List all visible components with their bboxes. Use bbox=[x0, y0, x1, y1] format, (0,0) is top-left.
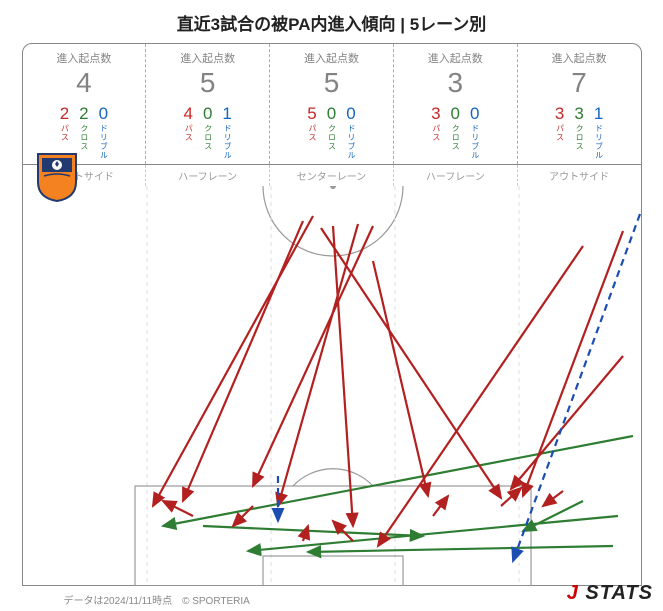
pass-count: 5 bbox=[307, 105, 316, 122]
logo-j: J bbox=[567, 582, 579, 604]
lane-header-label: 進入起点数 bbox=[518, 50, 641, 66]
pass-count: 3 bbox=[555, 105, 564, 122]
cross-label: クロス bbox=[451, 124, 459, 151]
lane-header-label: 進入起点数 bbox=[146, 50, 269, 66]
dribble-label: ドリブル bbox=[595, 124, 603, 160]
chart-title: 直近3試合の被PA内進入傾向 | 5レーン別 bbox=[22, 0, 642, 43]
dribble-count: 0 bbox=[346, 105, 355, 122]
pass-label: パス bbox=[556, 124, 564, 142]
dribble-count: 1 bbox=[222, 105, 231, 122]
lane-name: ハーフレーン bbox=[146, 165, 270, 186]
cross-label: クロス bbox=[80, 124, 88, 151]
cross-count: 0 bbox=[451, 105, 460, 122]
stats-logo: J STATS bbox=[567, 582, 653, 605]
lane-header-label: 進入起点数 bbox=[23, 50, 146, 66]
lane-breakdown: 3 パス 3 クロス 1 ドリブル bbox=[518, 105, 641, 160]
dribble-count: 0 bbox=[99, 105, 108, 122]
lane-names-row: アウトサイドハーフレーンセンターレーンハーフレーンアウトサイド bbox=[22, 165, 642, 186]
lane-total: 3 bbox=[394, 68, 517, 99]
dribble-count: 0 bbox=[470, 105, 479, 122]
footer-text: データは2024/11/11時点 © SPORTERIA bbox=[22, 586, 642, 607]
pass-label: パス bbox=[308, 124, 316, 142]
dribble-count: 1 bbox=[594, 105, 603, 122]
dribble-label: ドリブル bbox=[347, 124, 355, 160]
pass-label: パス bbox=[60, 124, 68, 142]
cross-label: クロス bbox=[204, 124, 212, 151]
cross-label: クロス bbox=[575, 124, 583, 151]
pitch-area bbox=[22, 186, 642, 586]
lane-summary: 進入起点数 7 3 パス 3 クロス 1 ドリブル bbox=[518, 44, 641, 164]
pass-count: 3 bbox=[431, 105, 440, 122]
cross-count: 0 bbox=[203, 105, 212, 122]
lane-name: センターレーン bbox=[270, 165, 394, 186]
lane-breakdown: 4 パス 0 クロス 1 ドリブル bbox=[146, 105, 269, 160]
cross-count: 2 bbox=[79, 105, 88, 122]
lane-name: ハーフレーン bbox=[394, 165, 518, 186]
logo-s: STATS bbox=[585, 582, 653, 604]
pass-count: 4 bbox=[183, 105, 192, 122]
lane-header-label: 進入起点数 bbox=[270, 50, 393, 66]
lane-summary: 進入起点数 5 5 パス 0 クロス 0 ドリブル bbox=[270, 44, 394, 164]
dribble-label: ドリブル bbox=[223, 124, 231, 160]
lane-header-label: 進入起点数 bbox=[394, 50, 517, 66]
pass-label: パス bbox=[184, 124, 192, 142]
lane-summary: 進入起点数 3 3 パス 0 クロス 0 ドリブル bbox=[394, 44, 518, 164]
lane-breakdown: 3 パス 0 クロス 0 ドリブル bbox=[394, 105, 517, 160]
lane-summary: 進入起点数 5 4 パス 0 クロス 1 ドリブル bbox=[146, 44, 270, 164]
cross-count: 0 bbox=[327, 105, 336, 122]
lane-total: 7 bbox=[518, 68, 641, 99]
pass-label: パス bbox=[432, 124, 440, 142]
lane-total: 5 bbox=[270, 68, 393, 99]
cross-count: 3 bbox=[574, 105, 583, 122]
team-badge bbox=[36, 152, 78, 202]
dribble-label: ドリブル bbox=[99, 124, 107, 160]
lane-summary-row: 進入起点数42パス2クロス0ドリブル進入起点数54パス0クロス1ドリブル進入起点… bbox=[22, 43, 642, 165]
lane-breakdown: 5 パス 0 クロス 0 ドリブル bbox=[270, 105, 393, 160]
lane-name: アウトサイド bbox=[518, 165, 641, 186]
dribble-label: ドリブル bbox=[471, 124, 479, 160]
lane-total: 5 bbox=[146, 68, 269, 99]
lane-total: 4 bbox=[23, 68, 146, 99]
lane-summary: 進入起点数 4 2 パス 2 クロス 0 ドリブル bbox=[23, 44, 147, 164]
cross-label: クロス bbox=[327, 124, 335, 151]
pass-count: 2 bbox=[60, 105, 69, 122]
